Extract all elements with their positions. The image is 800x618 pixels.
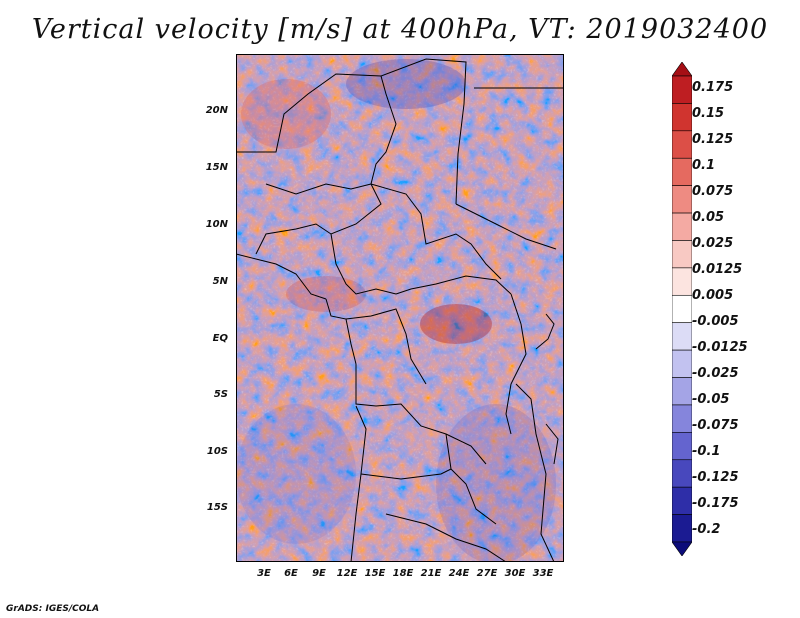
colorbar-label: -0.05 (692, 392, 730, 407)
colorbar-label: 0.175 (692, 80, 734, 95)
colorbar-segment (672, 267, 692, 296)
colorbar-segment (672, 349, 692, 378)
colorbar-label: 0.1 (692, 158, 716, 173)
colorbar-segment (672, 514, 692, 543)
colorbar-label: -0.175 (692, 496, 739, 511)
credit-text: GrADS: IGES/COLA (6, 604, 100, 614)
colorbar-label: -0.2 (692, 522, 721, 537)
colorbar-label: 0.075 (692, 184, 734, 199)
lon-label: 3E (257, 568, 271, 579)
lon-label: 6E (284, 568, 298, 579)
colorbar-segment (672, 185, 692, 214)
colorbar-label: -0.0125 (692, 340, 748, 355)
map-frame (236, 54, 564, 562)
colorbar-label: 0.05 (692, 210, 725, 225)
colorbar-segment (672, 212, 692, 241)
colorbar-label: -0.125 (692, 470, 739, 485)
lon-label: 9E (312, 568, 326, 579)
colorbar-segment (672, 486, 692, 515)
velocity-map (236, 54, 564, 562)
country-borders (236, 58, 564, 562)
colorbar-segment (672, 130, 692, 159)
colorbar-segment (672, 240, 692, 269)
colorbar-segment (672, 103, 692, 132)
colorbar-label: -0.005 (692, 314, 739, 329)
colorbar-label: -0.1 (692, 444, 721, 459)
colorbar-segment (672, 432, 692, 461)
lat-label: 15S (206, 502, 228, 513)
lon-label: 33E (532, 568, 554, 579)
lat-label: 5N (212, 276, 228, 287)
colorbar-label: 0.025 (692, 236, 734, 251)
lon-label: 30E (504, 568, 526, 579)
colorbar-segment (672, 62, 692, 77)
lon-label: 18E (392, 568, 414, 579)
lon-label: 21E (420, 568, 442, 579)
lon-label: 12E (336, 568, 358, 579)
lat-label: 15N (205, 162, 228, 173)
colorbar-segment (672, 541, 692, 556)
colorbar-label: -0.025 (692, 366, 739, 381)
lat-label: 5S (213, 389, 228, 400)
lat-label: 10S (206, 446, 228, 457)
lat-label: 20N (205, 105, 228, 116)
lon-label: 15E (364, 568, 386, 579)
lat-label: EQ (212, 333, 228, 344)
colorbar-label: 0.0125 (692, 262, 743, 277)
map-field (236, 54, 564, 562)
colorbar-label: -0.075 (692, 418, 739, 433)
colorbar (672, 62, 692, 556)
colorbar-segment (672, 322, 692, 351)
colorbar-label: 0.005 (692, 288, 734, 303)
colorbar-segment (672, 294, 692, 324)
colorbar-segment (672, 377, 692, 406)
lon-label: 24E (448, 568, 470, 579)
colorbar-label: 0.15 (692, 106, 725, 121)
updraft-core (420, 304, 492, 344)
chart-title: Vertical velocity [m/s] at 400hPa, VT: 2… (31, 14, 769, 45)
colorbar-segment (672, 404, 692, 433)
colorbar-segment (672, 157, 692, 186)
colorbar-segment (672, 75, 692, 104)
colorbar-label: 0.125 (692, 132, 734, 147)
lat-label: 10N (205, 219, 228, 230)
lon-label: 27E (476, 568, 498, 579)
colorbar-segment (672, 459, 692, 488)
